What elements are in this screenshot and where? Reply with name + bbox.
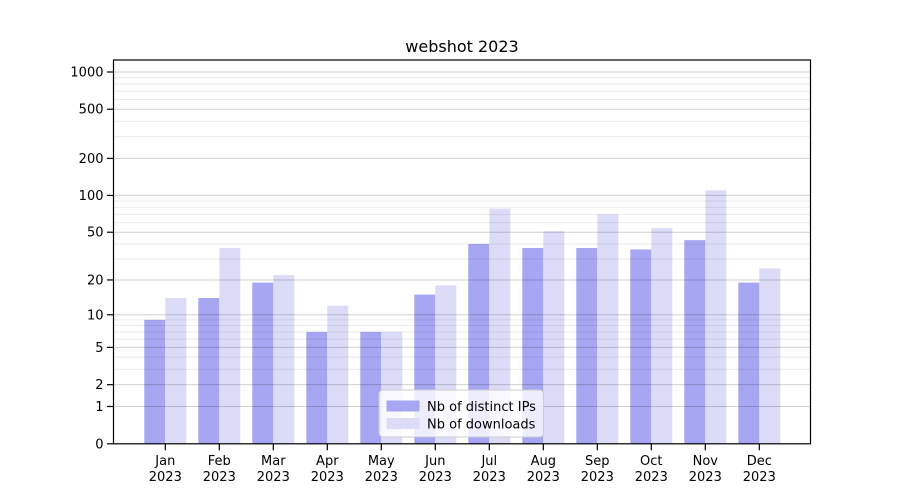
bar-distinct-ips-oct xyxy=(630,249,652,444)
legend-label-distinct-ips: Nb of distinct IPs xyxy=(427,400,536,415)
x-tick-label-month: Mar xyxy=(261,454,286,469)
x-tick-label-year: 2023 xyxy=(365,470,398,485)
x-tick-label-year: 2023 xyxy=(149,470,182,485)
bar-downloads-jan xyxy=(165,298,187,444)
bar-downloads-dec xyxy=(759,268,781,444)
bar-downloads-mar xyxy=(273,275,295,444)
bar-downloads-oct xyxy=(651,228,673,444)
bar-distinct-ips-dec xyxy=(738,282,760,444)
bar-distinct-ips-feb xyxy=(198,298,220,444)
x-tick-label-year: 2023 xyxy=(257,470,290,485)
x-tick-label-month: Oct xyxy=(640,454,662,469)
bar-downloads-apr xyxy=(327,305,349,444)
bar-distinct-ips-sep xyxy=(576,248,598,444)
y-tick-label: 500 xyxy=(79,103,104,118)
x-tick-label-month: Aug xyxy=(531,454,556,469)
bar-downloads-feb xyxy=(219,248,241,444)
x-tick-label-month: Feb xyxy=(208,454,231,469)
x-tick-label-month: Nov xyxy=(693,454,719,469)
bar-distinct-ips-may xyxy=(360,331,382,444)
x-tick-label-month: May xyxy=(368,454,395,469)
x-tick-label-year: 2023 xyxy=(203,470,236,485)
bar-downloads-aug xyxy=(543,231,565,444)
x-tick-label-year: 2023 xyxy=(635,470,668,485)
y-tick-label: 2 xyxy=(95,378,103,393)
bar-downloads-sep xyxy=(597,214,619,444)
plot-spines xyxy=(112,59,812,445)
y-tick-label: 50 xyxy=(87,226,104,241)
axes-layer: 01251020501002005001000Jan2023Feb2023Mar… xyxy=(70,59,812,485)
y-tick-label: 0 xyxy=(95,437,103,452)
x-tick-label-month: Jun xyxy=(424,454,445,469)
x-tick-label-year: 2023 xyxy=(419,470,452,485)
x-tick-label-month: Sep xyxy=(585,454,610,469)
y-tick-label: 20 xyxy=(87,273,104,288)
x-tick-label-month: Apr xyxy=(316,454,339,469)
bar-distinct-ips-nov xyxy=(684,240,706,444)
legend-swatch-downloads xyxy=(386,418,420,429)
y-tick-label: 5 xyxy=(95,341,103,356)
bar-distinct-ips-mar xyxy=(252,282,274,444)
x-tick-label-year: 2023 xyxy=(689,470,722,485)
legend-swatch-distinct-ips xyxy=(386,400,420,412)
x-tick-label-year: 2023 xyxy=(743,470,776,485)
grid-layer xyxy=(113,71,811,407)
x-tick-label-month: Dec xyxy=(747,454,772,469)
y-tick-label: 1000 xyxy=(70,65,103,80)
x-tick-label-month: Jul xyxy=(480,454,497,469)
x-tick-label-month: Jan xyxy=(154,454,175,469)
bar-distinct-ips-jan xyxy=(144,319,166,444)
legend-label-downloads: Nb of downloads xyxy=(427,418,536,433)
y-tick-label: 100 xyxy=(79,189,104,204)
bar-downloads-jul xyxy=(489,208,511,444)
y-tick-label: 10 xyxy=(87,308,104,323)
x-tick-label-year: 2023 xyxy=(473,470,506,485)
legend-box xyxy=(378,389,544,438)
x-tick-label-year: 2023 xyxy=(311,470,344,485)
bar-downloads-nov xyxy=(705,190,727,444)
legend: Nb of distinct IPs Nb of downloads xyxy=(378,389,544,438)
y-tick-label: 200 xyxy=(79,152,104,167)
x-tick-label-year: 2023 xyxy=(527,470,560,485)
chart-title: webshot 2023 xyxy=(405,37,518,56)
x-tick-label-year: 2023 xyxy=(581,470,614,485)
bar-distinct-ips-apr xyxy=(306,331,328,444)
y-tick-label: 1 xyxy=(95,400,103,415)
